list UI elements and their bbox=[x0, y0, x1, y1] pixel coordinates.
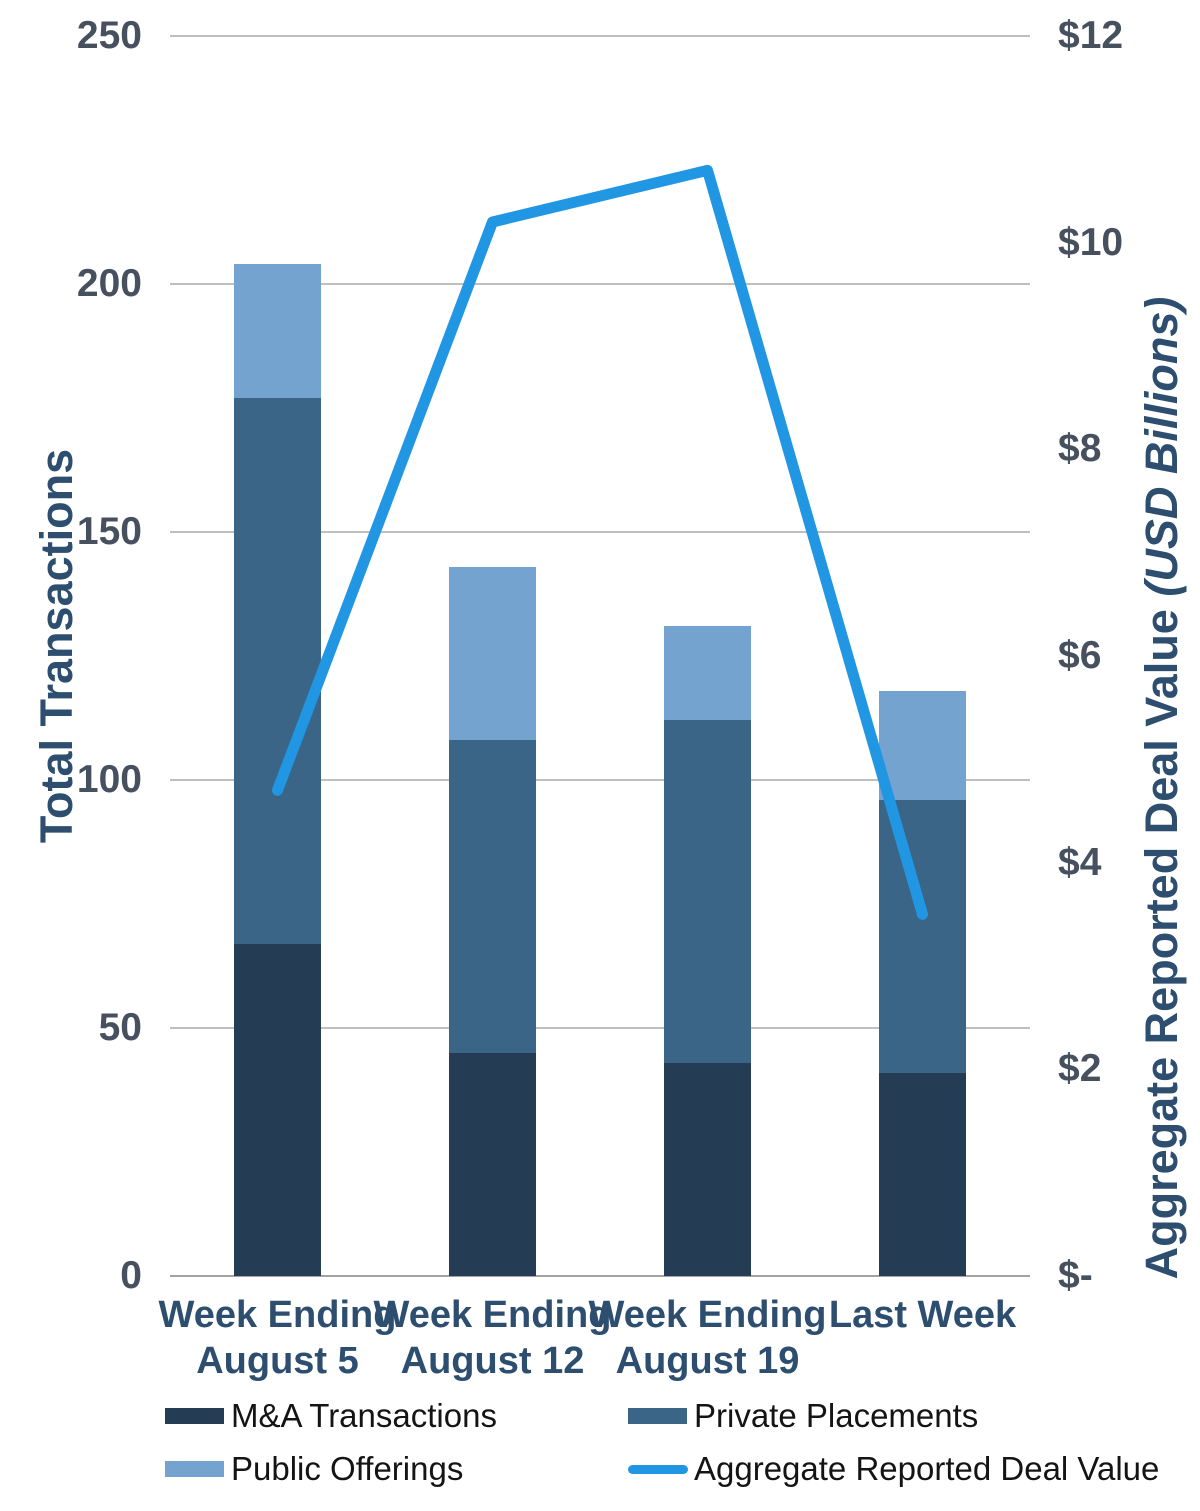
x-axis-category-label: Week Ending August 5 bbox=[158, 1292, 398, 1384]
gridline bbox=[170, 1027, 1030, 1029]
gridline bbox=[170, 283, 1030, 285]
y-axis-tick-label-left: 50 bbox=[98, 1006, 142, 1049]
bar-segment-public-offerings bbox=[449, 566, 536, 741]
x-axis-category-line: August 12 bbox=[400, 1340, 585, 1382]
legend-label: Public Offerings bbox=[231, 1450, 464, 1487]
x-axis-category-line: Week Ending bbox=[158, 1294, 397, 1336]
y-axis-tick-label-right: $10 bbox=[1058, 220, 1124, 264]
y-axis-tick-label-right: $2 bbox=[1058, 1047, 1102, 1091]
x-axis-category-label: Last Week bbox=[803, 1292, 1043, 1338]
y-axis-tick-label-right: $6 bbox=[1058, 634, 1102, 677]
bar-segment-public-offerings bbox=[664, 626, 751, 721]
right-axis-title: Aggregate Reported Deal Value (USD Billi… bbox=[1136, 238, 1188, 1338]
x-axis-category-line: Last Week bbox=[828, 1294, 1017, 1336]
right-axis-title-units: (USD Billions) bbox=[1136, 296, 1187, 597]
y-axis-tick-label-right: $- bbox=[1058, 1254, 1093, 1297]
left-axis-title: Total Transactions bbox=[31, 346, 83, 946]
x-axis-category-line: August 5 bbox=[196, 1340, 359, 1382]
bar-segment-m-a-transactions bbox=[449, 1052, 536, 1276]
y-axis-tick-label-right: $8 bbox=[1058, 427, 1102, 471]
x-axis-category-label: Week Ending August 12 bbox=[373, 1292, 613, 1384]
bar-segment-private-placements bbox=[664, 720, 751, 1063]
legend-swatch-line bbox=[628, 1465, 688, 1474]
y-axis-tick-label-left: 250 bbox=[76, 14, 142, 57]
y-axis-tick-label-left: 150 bbox=[76, 510, 142, 553]
y-axis-tick-label-left: 0 bbox=[120, 1254, 142, 1297]
bar-segment-private-placements bbox=[449, 740, 536, 1053]
legend-swatch-rect bbox=[165, 1461, 224, 1477]
x-axis-line bbox=[170, 1275, 1030, 1277]
legend-swatch-rect bbox=[165, 1408, 224, 1424]
bar-segment-private-placements bbox=[879, 799, 966, 1073]
legend-swatch-rect bbox=[628, 1408, 687, 1424]
left-axis-title-text: Total Transactions bbox=[31, 448, 82, 844]
bar-segment-m-a-transactions bbox=[234, 943, 321, 1276]
right-axis-title-text: Aggregate Reported Deal Value bbox=[1136, 609, 1187, 1280]
x-axis-category-line: Week Ending bbox=[373, 1294, 612, 1336]
x-axis-category-label: Week Ending August 19 bbox=[588, 1292, 828, 1384]
bar-segment-private-placements bbox=[234, 398, 321, 944]
bar-segment-m-a-transactions bbox=[664, 1062, 751, 1276]
bar-segment-public-offerings bbox=[879, 690, 966, 800]
gridline bbox=[170, 779, 1030, 781]
x-axis-category-line: Week Ending bbox=[588, 1294, 827, 1336]
x-axis-category-line: August 19 bbox=[615, 1340, 800, 1382]
gridline bbox=[170, 531, 1030, 533]
y-axis-tick-label-right: $4 bbox=[1058, 840, 1102, 884]
legend-label: Aggregate Reported Deal Value bbox=[694, 1450, 1160, 1487]
legend-label: Private Placements bbox=[694, 1397, 979, 1434]
gridline bbox=[170, 35, 1030, 37]
y-axis-tick-label-left: 100 bbox=[76, 758, 142, 801]
bar-segment-public-offerings bbox=[234, 264, 321, 399]
legend-label: M&A Transactions bbox=[231, 1397, 497, 1434]
y-axis-tick-label-right: $12 bbox=[1058, 14, 1124, 57]
bar-segment-m-a-transactions bbox=[879, 1072, 966, 1276]
y-axis-tick-label-left: 200 bbox=[76, 262, 142, 305]
